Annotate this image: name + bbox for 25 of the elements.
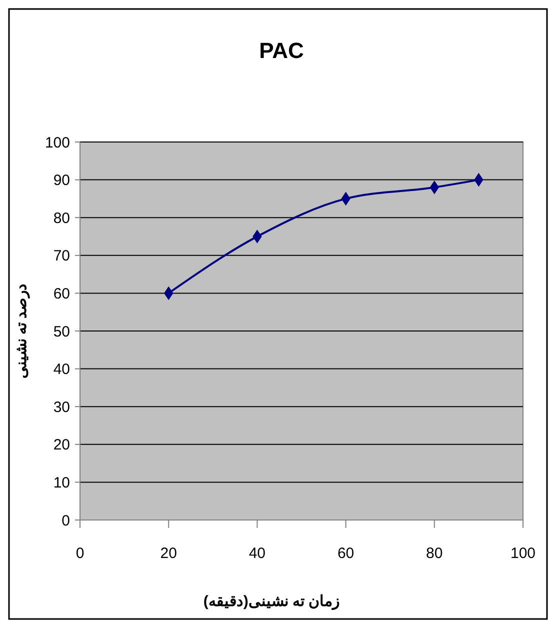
y-tick-label: 30 <box>53 398 70 416</box>
y-tick-label: 10 <box>53 474 70 492</box>
x-tick-label: 60 <box>337 545 354 562</box>
y-tick-label: 0 <box>62 512 70 530</box>
y-tick-label: 40 <box>53 361 70 378</box>
y-axis-title: درصد ته نشینی <box>13 283 30 379</box>
y-tick-label: 20 <box>53 436 70 454</box>
x-tick-label: 40 <box>248 545 266 562</box>
y-tick-label: 70 <box>53 248 70 265</box>
x-tick-label: 100 <box>510 545 536 562</box>
point <box>164 286 174 300</box>
y-tick-label: 80 <box>53 210 70 227</box>
point <box>341 192 350 206</box>
y-tick-label: 100 <box>44 134 70 152</box>
y-tick-label: 60 <box>53 285 70 302</box>
point <box>252 230 262 243</box>
x-tick-label: 80 <box>426 545 443 562</box>
point <box>430 180 439 194</box>
x-tick-label: 0 <box>76 545 84 562</box>
chart-title: PAC <box>259 38 304 63</box>
x-tick-label: 20 <box>160 545 177 562</box>
y-tick-label: 90 <box>53 172 70 190</box>
y-tick-label: 50 <box>53 323 70 340</box>
x-axis-title: زمان ته نشینی(دقیقه) <box>203 593 340 610</box>
point <box>474 173 484 186</box>
